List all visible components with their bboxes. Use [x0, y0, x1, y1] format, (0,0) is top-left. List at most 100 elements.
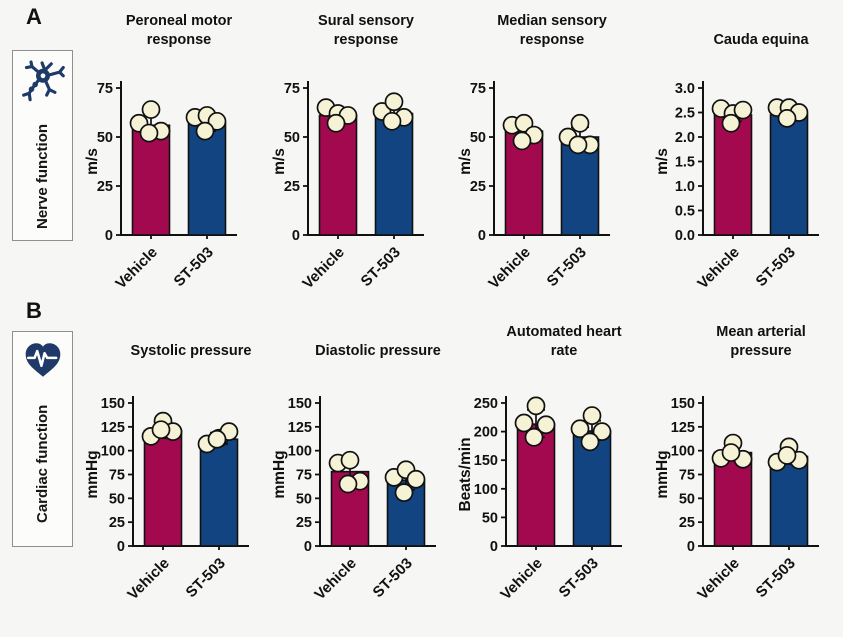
y-tick-label: 150: [101, 396, 125, 412]
data-point: [141, 100, 161, 119]
chart-median-sensory-response: Median sensory response 0 25 50 75 m/s Vehicle S…: [457, 8, 644, 304]
y-tick-label: 0: [687, 539, 695, 555]
y-tick-label: 25: [284, 179, 300, 195]
data-point: [326, 113, 346, 133]
chart-sural-sensory-response: Sural sensory response 0 25 50 75 m/s Vehicle ST…: [271, 8, 458, 304]
y-tick-label: 1.0: [675, 179, 695, 195]
data-point: [570, 113, 590, 133]
x-tick-label: ST-503: [753, 244, 799, 290]
data-point: [512, 131, 532, 151]
y-tick-label: 0: [490, 539, 498, 555]
chart-title: response: [147, 32, 211, 48]
x-tick-label: ST-503: [183, 555, 229, 601]
bar-st-503: [374, 112, 414, 236]
data-point: [582, 406, 602, 425]
data-point: [777, 109, 797, 128]
data-point: [195, 121, 215, 141]
y-tick-label: 50: [679, 491, 695, 507]
y-tick-label: 3.0: [675, 81, 695, 97]
chart-title: response: [520, 32, 584, 48]
chart-cauda-equina: Cauda equina 0.0 0.5 1.0 1.5 2.0 2.5 3.0 m/s Vehi…: [654, 8, 843, 304]
y-tick-label: 150: [474, 453, 498, 469]
data-point: [384, 92, 404, 112]
x-tick-label: ST-503: [544, 244, 590, 290]
data-point: [406, 469, 426, 489]
data-point: [721, 443, 741, 462]
y-tick-label: 75: [470, 81, 486, 97]
panel-a-label: A: [26, 4, 42, 29]
cardiac-function-box: Cardiac function: [12, 331, 73, 547]
y-tick-label: 200: [474, 425, 498, 441]
y-tick-label: 100: [288, 444, 312, 460]
chart-title: Peroneal motor: [126, 13, 233, 29]
data-point: [570, 419, 590, 439]
bar-st-503: [769, 114, 809, 236]
y-tick-label: 75: [284, 81, 300, 97]
data-point: [733, 100, 753, 120]
bar-vehicle: [143, 429, 183, 547]
y-axis-label: m/s: [655, 148, 671, 175]
y-tick-label: 0: [105, 228, 113, 244]
y-tick-label: 2.0: [675, 130, 695, 146]
bar-chart-svg: Systolic pressure 0 25 50 75 100 125 150 mmHg Veh…: [84, 343, 251, 604]
bar-chart-svg: Peroneal motor response 0 25 50 75 m/s Vehicle S…: [84, 13, 237, 293]
data-point: [382, 111, 402, 131]
bar-chart-svg: Automated heart rate 0 50 100 150 200 250 Beats/…: [457, 324, 622, 604]
x-tick-label: Vehicle: [124, 555, 173, 604]
y-tick-label: 25: [109, 515, 125, 531]
data-point: [207, 429, 227, 449]
bar-vehicle: [713, 114, 753, 236]
data-point: [524, 427, 544, 447]
y-tick-label: 75: [97, 81, 113, 97]
y-tick-label: 0: [292, 228, 300, 244]
y-tick-label: 50: [97, 130, 113, 146]
data-point: [340, 450, 360, 470]
chart-title: Cauda equina: [713, 32, 809, 48]
y-tick-label: 50: [284, 130, 300, 146]
chart-title: response: [334, 32, 398, 48]
data-point: [592, 422, 612, 441]
neuron-icon: [20, 59, 66, 116]
y-tick-label: 50: [296, 491, 312, 507]
y-tick-label: 25: [679, 515, 695, 531]
chart-systolic-pressure: Systolic pressure 0 25 50 75 100 125 150 mmHg Veh…: [84, 313, 271, 637]
x-tick-label: Vehicle: [497, 555, 546, 604]
y-tick-label: 0: [478, 228, 486, 244]
heart-ecg-icon: [22, 340, 64, 385]
chart-title: Mean arterial: [716, 324, 805, 340]
y-tick-label: 2.5: [675, 106, 695, 122]
y-tick-label: 50: [482, 510, 498, 526]
data-point: [151, 420, 171, 440]
bar-chart-svg: Sural sensory response 0 25 50 75 m/s Vehicle ST…: [271, 13, 424, 292]
y-tick-label: 1.5: [675, 155, 695, 171]
chart-title: Automated heart: [506, 324, 621, 340]
y-tick-label: 125: [101, 420, 125, 436]
data-point: [721, 113, 741, 133]
y-axis-label: mmHg: [272, 450, 288, 498]
y-axis-label: m/s: [458, 148, 474, 175]
chart-title: Sural sensory: [318, 13, 414, 29]
x-tick-label: Vehicle: [112, 244, 161, 293]
chart-peroneal-motor-response: Peroneal motor response 0 25 50 75 m/s Vehicle S…: [84, 8, 271, 304]
y-tick-label: 100: [101, 444, 125, 460]
data-point: [514, 113, 534, 133]
y-axis-label: Beats/min: [458, 437, 474, 511]
y-tick-label: 150: [671, 396, 695, 412]
x-tick-label: ST-503: [358, 244, 404, 290]
data-point: [580, 432, 600, 452]
data-point: [139, 123, 159, 143]
bar-chart-svg: Diastolic pressure 0 25 50 75 100 125 150 mmHg Ve…: [271, 343, 441, 603]
data-point: [394, 483, 414, 502]
y-tick-label: 50: [470, 130, 486, 146]
y-axis-label: mmHg: [85, 450, 101, 498]
data-point: [536, 415, 556, 435]
y-axis-label: m/s: [272, 148, 288, 175]
y-tick-label: 75: [679, 468, 695, 484]
cardiac-function-label: Cardiac function: [34, 404, 51, 523]
chart-automated-heart-rate: Automated heart rate 0 50 100 150 200 250 Beats/…: [457, 313, 644, 637]
bar-st-503: [199, 438, 239, 547]
y-tick-label: 0: [304, 539, 312, 555]
y-tick-label: 50: [109, 491, 125, 507]
y-tick-label: 150: [288, 396, 312, 412]
